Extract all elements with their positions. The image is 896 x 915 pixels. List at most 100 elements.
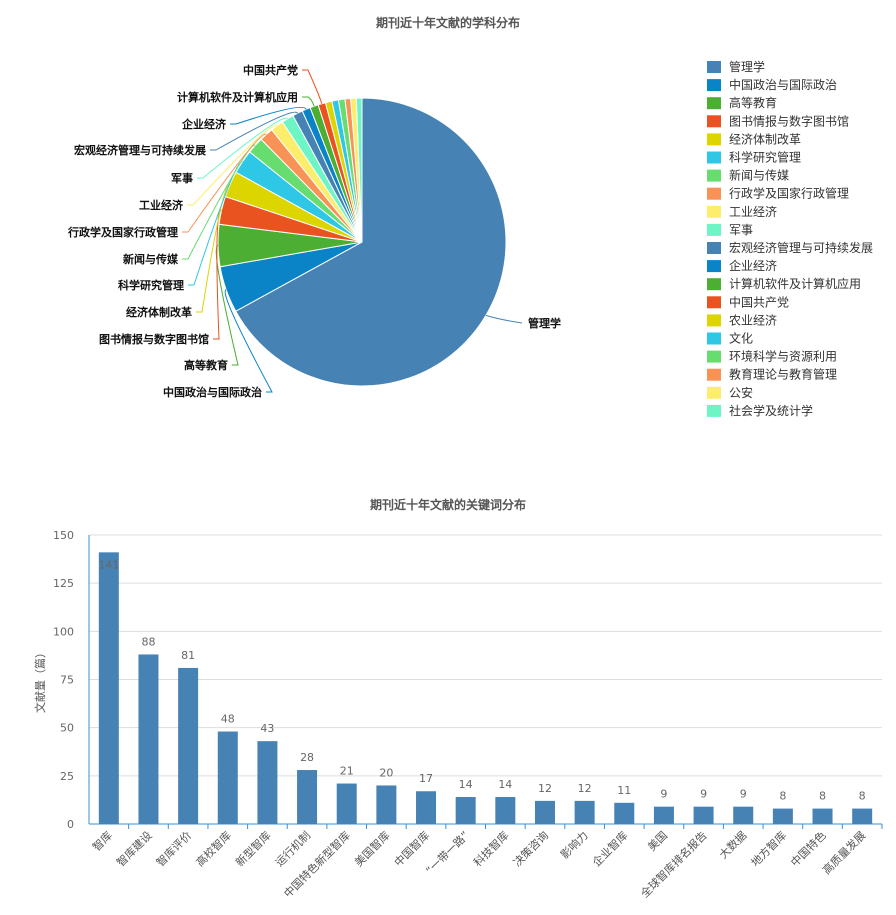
pie-label: 经济体制改革 [126,305,192,319]
bar[interactable] [733,806,754,824]
data-label: 8 [859,790,866,803]
legend-swatch[interactable] [707,169,721,182]
label-line [197,117,289,179]
legend-label[interactable]: 文化 [729,331,753,346]
legend-label[interactable]: 经济体制改革 [729,131,801,146]
bar[interactable] [812,808,833,824]
bar[interactable] [455,797,476,824]
y-tick-label: 100 [53,625,74,638]
legend-label[interactable]: 中国政治与国际政治 [729,77,837,92]
legend-swatch[interactable] [707,187,721,200]
pie-label: 新闻与传媒 [123,252,179,266]
bar[interactable] [495,797,516,824]
legend-label[interactable]: 环境科学与资源利用 [729,349,837,364]
legend-label[interactable]: 图书情报与数字图书馆 [729,113,849,128]
legend-swatch[interactable] [707,133,721,146]
legend-swatch[interactable] [707,386,721,399]
bar[interactable] [217,731,238,824]
data-label: 21 [340,765,354,778]
x-tick-label: 科技智库 [470,828,511,869]
x-tick-label: 大数据 [716,828,749,861]
legend-swatch[interactable] [707,97,721,110]
legend-label[interactable]: 教育理论与教育管理 [729,367,837,382]
data-label: 9 [700,788,707,801]
pie-slice[interactable] [355,97,363,243]
bar[interactable] [574,800,595,824]
legend-swatch[interactable] [707,61,721,73]
legend-swatch[interactable] [707,368,721,381]
data-label: 14 [498,778,512,791]
bar[interactable] [257,741,278,824]
legend-swatch[interactable] [707,332,721,345]
legend-swatch[interactable] [707,115,721,128]
data-label: 12 [578,782,592,795]
x-tick-label: 美国智库 [351,828,392,869]
bar[interactable] [98,552,119,824]
data-label: 88 [141,635,155,648]
legend-swatch[interactable] [707,260,721,273]
x-tick-label: 中国特色 [788,828,829,869]
legend-swatch[interactable] [707,151,721,164]
legend-label[interactable]: 企业经济 [729,258,777,273]
pie-slice[interactable] [235,97,507,387]
legend-swatch[interactable] [707,404,721,417]
x-tick-label: 地方智库 [748,828,789,869]
y-tick-label: 0 [67,818,74,831]
data-label: 141 [98,558,119,571]
x-tick-label: 运行机制 [272,828,313,869]
legend-label[interactable]: 军事 [729,223,753,237]
legend-swatch[interactable] [707,223,721,236]
bar[interactable] [693,806,714,824]
legend-label[interactable]: 科学研究管理 [729,150,801,165]
bar[interactable] [534,800,555,824]
pie-label: 中国政治与国际政治 [163,385,262,399]
legend-label[interactable]: 社会学及统计学 [729,403,813,418]
bar[interactable] [653,806,674,824]
legend-swatch[interactable] [707,242,721,254]
pie-label: 宏观经济管理与可持续发展 [74,143,207,157]
legend-label[interactable]: 中国共产党 [729,294,789,309]
y-tick-label: 125 [53,577,74,590]
legend-label[interactable]: 新闻与传媒 [729,168,789,183]
data-label: 81 [181,649,195,662]
legend-swatch[interactable] [707,205,721,218]
legend-swatch[interactable] [707,296,721,309]
data-label: 8 [779,790,786,803]
pie-chart-title: 期刊近十年文献的学科分布 [375,16,520,30]
legend-swatch[interactable] [707,278,721,291]
legend-label[interactable]: 行政学及国家行政管理 [729,186,849,201]
legend-label[interactable]: 工业经济 [729,204,777,219]
bar[interactable] [772,808,793,824]
legend-swatch[interactable] [707,314,721,327]
bar[interactable] [614,802,635,824]
x-tick-label: 智库 [89,828,114,853]
legend-label[interactable]: 公安 [729,385,753,400]
bar[interactable] [138,654,159,824]
pie-label: 企业经济 [181,117,227,131]
legend-swatch[interactable] [707,350,721,363]
bar[interactable] [297,770,318,824]
legend-label[interactable]: 宏观经济管理与可持续发展 [729,240,873,255]
bar[interactable] [376,785,397,824]
bar[interactable] [416,791,437,824]
legend-swatch[interactable] [707,79,721,92]
legend-label[interactable]: 计算机软件及计算机应用 [729,276,861,291]
bar[interactable] [852,808,873,824]
x-tick-label: 美国 [645,829,670,854]
x-tick-label: 影响力 [558,829,591,862]
label-line [224,289,273,393]
pie-chart: 管理学中国政治与国际政治高等教育图书情报与数字图书馆经济体制改革科学研究管理新闻… [67,59,873,418]
label-line [302,69,323,104]
y-tick-label: 50 [60,722,74,735]
legend-label[interactable]: 高等教育 [729,95,777,110]
pie-label: 管理学 [528,316,561,330]
data-label: 43 [260,722,274,735]
x-tick-label: 中国特色新型智库 [281,828,353,900]
legend-label[interactable]: 农业经济 [729,312,777,327]
legend-label[interactable]: 管理学 [729,59,765,74]
pie-label: 科学研究管理 [118,278,184,292]
x-tick-label: 智库评价 [153,828,194,869]
x-tick-label: 中国智库 [391,828,432,869]
bar[interactable] [178,667,199,824]
bar[interactable] [336,783,357,824]
